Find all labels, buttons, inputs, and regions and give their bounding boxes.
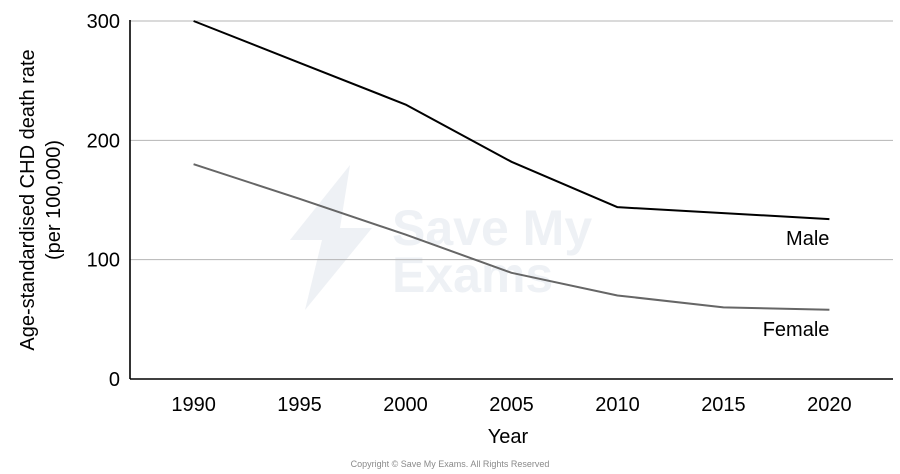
y-tick-label: 0 <box>109 369 120 391</box>
y-tick-label: 300 <box>87 11 120 33</box>
x-tick-label: 1990 <box>171 394 216 416</box>
y-tick-label: 100 <box>87 250 120 272</box>
series-label-male: Male <box>786 228 829 250</box>
x-tick-label: 2000 <box>383 394 428 416</box>
series-line-male <box>193 20 830 221</box>
x-tick-labels: 1990 1995 2000 2005 2010 2015 2020 <box>171 394 851 416</box>
series-line-female <box>193 163 830 311</box>
x-tick-label: 2015 <box>701 394 746 416</box>
y-axis-title: Age-standardised CHD death rate (per 100… <box>17 49 65 350</box>
series-lines <box>193 20 830 311</box>
x-tick-label: 2020 <box>807 394 852 416</box>
lightning-bolt-logo <box>290 165 372 310</box>
y-tick-label: 200 <box>87 130 120 152</box>
y-tick-labels: 0 100 200 300 <box>87 11 120 391</box>
axes <box>129 20 893 380</box>
y-axis-title-line-1: Age-standardised CHD death rate <box>17 49 39 350</box>
x-tick-label: 2010 <box>595 394 640 416</box>
gridlines <box>130 20 893 261</box>
x-tick-label: 2005 <box>489 394 534 416</box>
series-labels: Male Female <box>763 228 830 341</box>
series-label-female: Female <box>763 319 830 341</box>
watermark: Save My Exams <box>290 165 592 310</box>
y-axis-title-line-2: (per 100,000) <box>43 140 65 260</box>
watermark-line-2: Exams <box>392 247 553 303</box>
x-axis-title: Year <box>488 426 529 448</box>
x-tick-label: 1995 <box>277 394 322 416</box>
copyright-notice: Copyright © Save My Exams. All Rights Re… <box>351 459 550 469</box>
watermark-line-1: Save My <box>392 200 592 256</box>
